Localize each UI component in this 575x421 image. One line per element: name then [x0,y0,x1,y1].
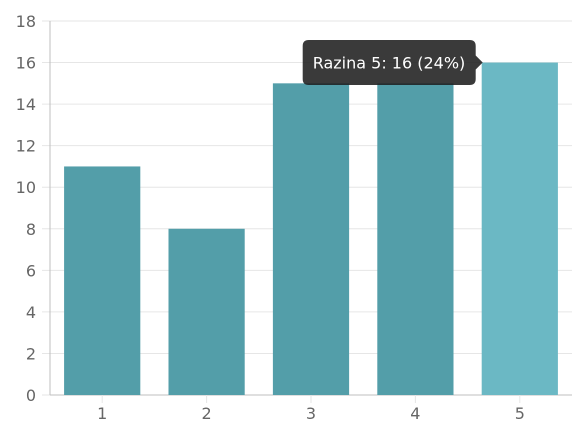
x-tick-label: 5 [515,404,525,421]
tooltip-background [302,40,483,86]
y-tick-label: 4 [26,303,36,322]
y-tick-label: 16 [16,54,36,73]
chart-tooltip: Razina 5: 16 (24%) [302,40,483,86]
bar[interactable] [64,166,141,395]
y-tick-label: 0 [26,386,36,405]
y-tick-label: 6 [26,261,36,280]
y-axis-ticks: 0 2 4 6 8 10 12 14 16 18 [16,12,36,405]
y-tick-label: 10 [16,178,36,197]
x-tick-label: 1 [97,404,107,421]
x-tick-label: 4 [410,404,420,421]
bar[interactable] [377,83,454,395]
x-axis-ticks: 1 2 3 4 5 [97,395,525,421]
y-tick-label: 18 [16,12,36,31]
x-tick-label: 3 [306,404,316,421]
y-tick-label: 12 [16,137,36,156]
y-tick-label: 8 [26,220,36,239]
x-tick-label: 2 [202,404,212,421]
y-tick-label: 2 [26,344,36,363]
bar[interactable] [481,62,558,396]
tooltip-text: Razina 5: 16 (24%) [313,54,466,73]
y-tick-label: 14 [16,95,36,114]
bar[interactable] [168,228,245,395]
bars [64,62,558,396]
bar[interactable] [272,83,350,395]
